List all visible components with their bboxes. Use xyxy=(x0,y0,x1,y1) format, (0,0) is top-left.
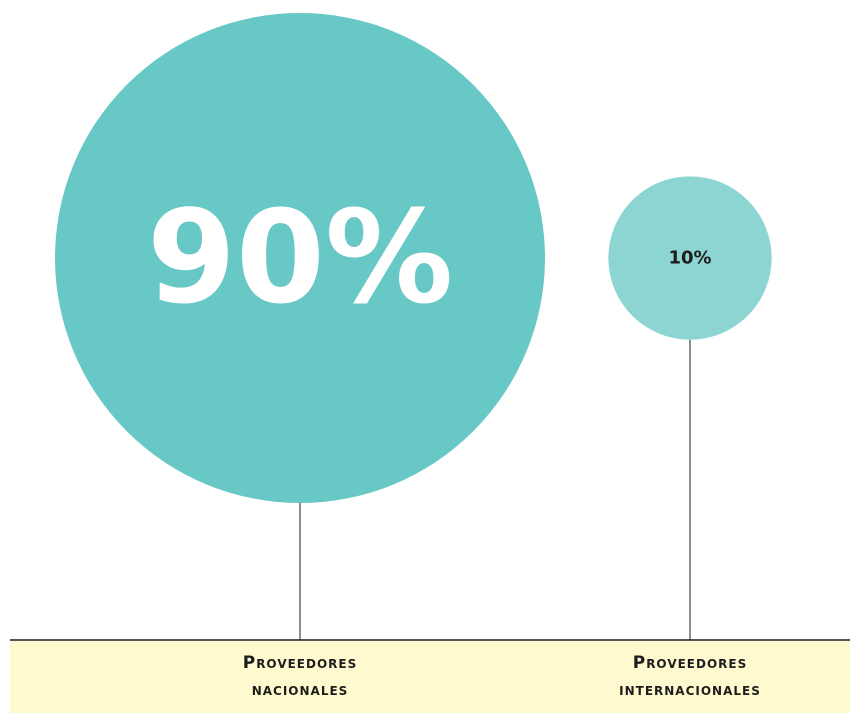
label-band xyxy=(10,641,850,713)
value-label: 10% xyxy=(668,248,711,269)
bubble xyxy=(55,13,545,503)
bubble xyxy=(608,176,772,340)
category-label: Proveedores internacionales xyxy=(619,653,761,700)
category-label: Proveedores nacionales xyxy=(242,653,358,700)
value-label: 90% xyxy=(147,184,453,333)
